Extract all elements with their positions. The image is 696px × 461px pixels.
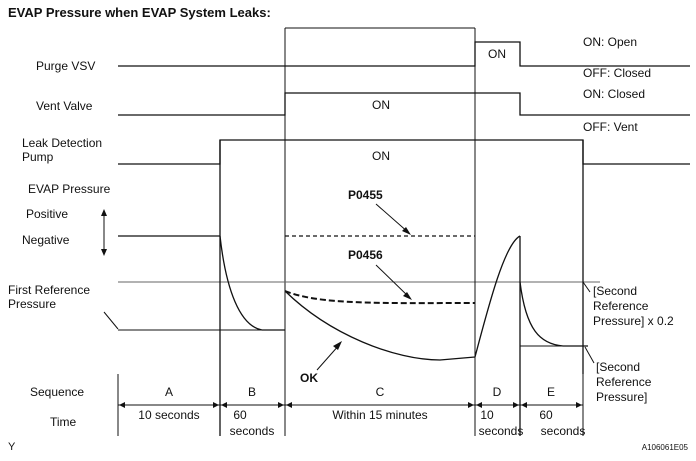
time-c: Within 15 minutes (332, 408, 427, 422)
arrow-c-left (286, 402, 292, 408)
time-d-2: seconds (479, 424, 524, 438)
vent-on-label: ON (372, 98, 390, 112)
pump-on-label: ON (372, 149, 390, 163)
seq-e: E (547, 385, 555, 399)
arrow-a-left (119, 402, 125, 408)
footer-mark: Y (8, 441, 16, 453)
figure-id: A106061E05 (642, 443, 689, 452)
time-e-2: seconds (541, 424, 586, 438)
seq-a: A (165, 385, 173, 399)
second-ref-x02-3: Pressure] x 0.2 (593, 314, 674, 328)
second-ref-3: Pressure] (596, 390, 647, 404)
arrow-down-head (101, 249, 107, 256)
time-a: 10 seconds (138, 408, 199, 422)
row-label-leak-pump-1: Leak Detection (22, 136, 102, 150)
vent-valve-signal (118, 92, 690, 116)
second-ref-1: [Second (596, 360, 640, 374)
purge-state-off: OFF: Closed (583, 66, 651, 80)
row-label-evap-pressure: EVAP Pressure (28, 182, 111, 196)
second-ref-x02-leader (582, 281, 591, 293)
arrow-e-right (576, 402, 582, 408)
p0456-arrowhead (403, 292, 412, 300)
leak-pump-line (118, 139, 690, 165)
arrow-d-left (476, 402, 482, 408)
purge-vsv-signal (118, 41, 690, 67)
time-e-1: 60 (539, 408, 553, 422)
time-b-2: seconds (230, 424, 275, 438)
row-label-purge-vsv: Purge VSV (36, 59, 95, 73)
second-ref-2: Reference (596, 375, 652, 389)
second-ref-x02-2: Reference (593, 299, 649, 313)
seq-c: C (376, 385, 385, 399)
diagram-title: EVAP Pressure when EVAP System Leaks: (8, 5, 271, 20)
row-label-positive: Positive (26, 207, 68, 221)
leak-pump-signal (118, 139, 690, 165)
phase-e-pressure-curve (519, 281, 588, 347)
arrow-b-left (221, 402, 227, 408)
arrow-d-right (513, 402, 519, 408)
p0455-label: P0455 (348, 188, 383, 202)
seq-b: B (248, 385, 256, 399)
first-ref-label-2: Pressure (8, 297, 56, 311)
row-label-time: Time (50, 415, 77, 429)
phase-d-recovery-curve (474, 235, 521, 358)
vent-state-on: ON: Closed (583, 87, 645, 101)
first-ref-leader (103, 311, 119, 330)
phase-dividers (117, 28, 584, 436)
time-arrowheads (119, 402, 582, 408)
ok-pressure-curve (284, 290, 476, 361)
phase-b-pressure-curve (219, 235, 285, 331)
row-label-negative: Negative (22, 233, 70, 247)
purge-on-label: ON (488, 47, 506, 61)
vent-state-off: OFF: Vent (583, 120, 638, 134)
ok-label: OK (300, 371, 318, 385)
p0456-dashed-curve (284, 290, 476, 305)
arrow-e-left (521, 402, 527, 408)
ok-arrowhead (333, 341, 342, 350)
arrow-a-right (213, 402, 219, 408)
row-label-sequence: Sequence (30, 385, 84, 399)
pressure-axis-arrow (101, 209, 107, 256)
p0455-leader (375, 203, 410, 234)
purge-state-on: ON: Open (583, 35, 637, 49)
seq-d: D (493, 385, 502, 399)
purge-vsv-line (118, 41, 690, 67)
first-ref-label-1: First Reference (8, 283, 90, 297)
second-ref-x02-1: [Second (593, 284, 637, 298)
p0456-label: P0456 (348, 248, 383, 262)
arrow-up-head (101, 209, 107, 216)
time-b-1: 60 (233, 408, 247, 422)
p0456-leader (375, 264, 411, 299)
p0455-arrowhead (402, 227, 411, 235)
row-label-vent-valve: Vent Valve (36, 99, 93, 113)
arrow-c-right (468, 402, 474, 408)
time-d-1: 10 (480, 408, 494, 422)
arrow-b-right (278, 402, 284, 408)
row-label-leak-pump-2: Pump (22, 150, 54, 164)
second-ref-leader (584, 346, 595, 364)
vent-valve-line (118, 92, 690, 116)
